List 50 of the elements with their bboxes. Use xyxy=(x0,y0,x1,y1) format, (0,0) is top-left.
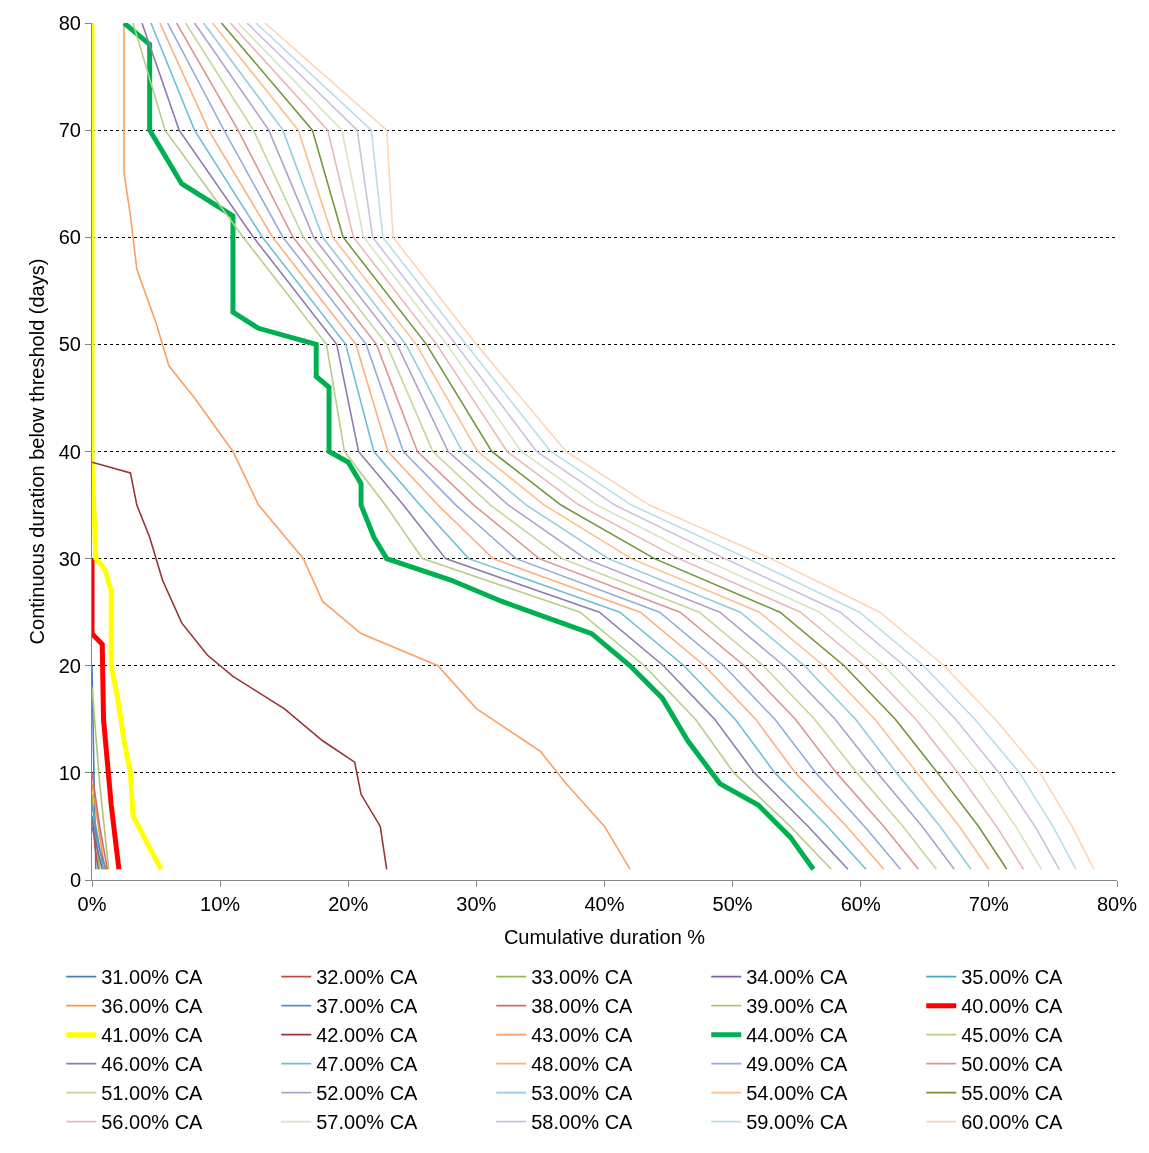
legend-label: 35.00% CA xyxy=(961,966,1064,989)
y-tick-label: 70 xyxy=(58,119,81,142)
legend-label: 56.00% CA xyxy=(101,1111,204,1134)
y-tick-label: 0 xyxy=(69,869,81,891)
legend-label: 48.00% CA xyxy=(531,1053,634,1076)
legend-label: 41.00% CA xyxy=(101,1024,204,1047)
x-tick-label: 30% xyxy=(456,893,497,915)
legend-label: 50.00% CA xyxy=(961,1053,1064,1076)
legend-label: 55.00% CA xyxy=(961,1082,1064,1105)
x-tick-label: 40% xyxy=(584,893,625,915)
legend-label: 32.00% CA xyxy=(316,966,419,989)
y-tick-label: 30 xyxy=(58,547,81,570)
legend-label: 31.00% CA xyxy=(101,966,204,989)
legend-label: 49.00% CA xyxy=(746,1053,849,1076)
legend-label: 38.00% CA xyxy=(531,995,634,1018)
legend-label: 33.00% CA xyxy=(531,966,634,989)
legend-label: 40.00% CA xyxy=(961,995,1064,1018)
x-tick-label: 10% xyxy=(200,893,241,915)
x-tick-label: 0% xyxy=(77,893,107,915)
legend-label: 54.00% CA xyxy=(746,1082,849,1105)
x-tick-label: 60% xyxy=(840,893,881,915)
legend-label: 51.00% CA xyxy=(101,1082,204,1105)
legend-label: 60.00% CA xyxy=(961,1111,1064,1134)
legend-label: 37.00% CA xyxy=(316,995,419,1018)
y-tick-label: 50 xyxy=(58,333,81,356)
legend-label: 47.00% CA xyxy=(316,1053,419,1076)
legend-label: 36.00% CA xyxy=(101,995,204,1018)
y-tick-label: 60 xyxy=(58,226,81,249)
x-tick-label: 80% xyxy=(1096,893,1138,915)
y-tick-label: 20 xyxy=(58,654,81,677)
x-tick-label: 20% xyxy=(328,893,369,915)
y-tick-label: 40 xyxy=(58,440,81,463)
legend-label: 42.00% CA xyxy=(316,1024,419,1047)
legend-label: 57.00% CA xyxy=(316,1111,419,1134)
legend-label: 34.00% CA xyxy=(746,966,849,989)
legend-label: 45.00% CA xyxy=(961,1024,1064,1047)
y-tick-label: 10 xyxy=(58,761,81,784)
legend-label: 44.00% CA xyxy=(746,1024,849,1047)
y-tick-label: 80 xyxy=(58,12,81,34)
legend-label: 53.00% CA xyxy=(531,1082,634,1105)
legend-label: 52.00% CA xyxy=(316,1082,419,1105)
legend-label: 58.00% CA xyxy=(531,1111,634,1134)
x-tick-label: 50% xyxy=(712,893,753,915)
x-tick-label: 70% xyxy=(968,893,1010,915)
legend-label: 46.00% CA xyxy=(101,1053,204,1076)
legend-label: 43.00% CA xyxy=(531,1024,634,1047)
legend-label: 39.00% CA xyxy=(746,995,849,1018)
x-axis-title: Cumulative duration % xyxy=(503,925,706,948)
legend-label: 59.00% CA xyxy=(746,1111,849,1134)
y-axis-title: Continuous duration below threshold (days) xyxy=(26,258,49,645)
